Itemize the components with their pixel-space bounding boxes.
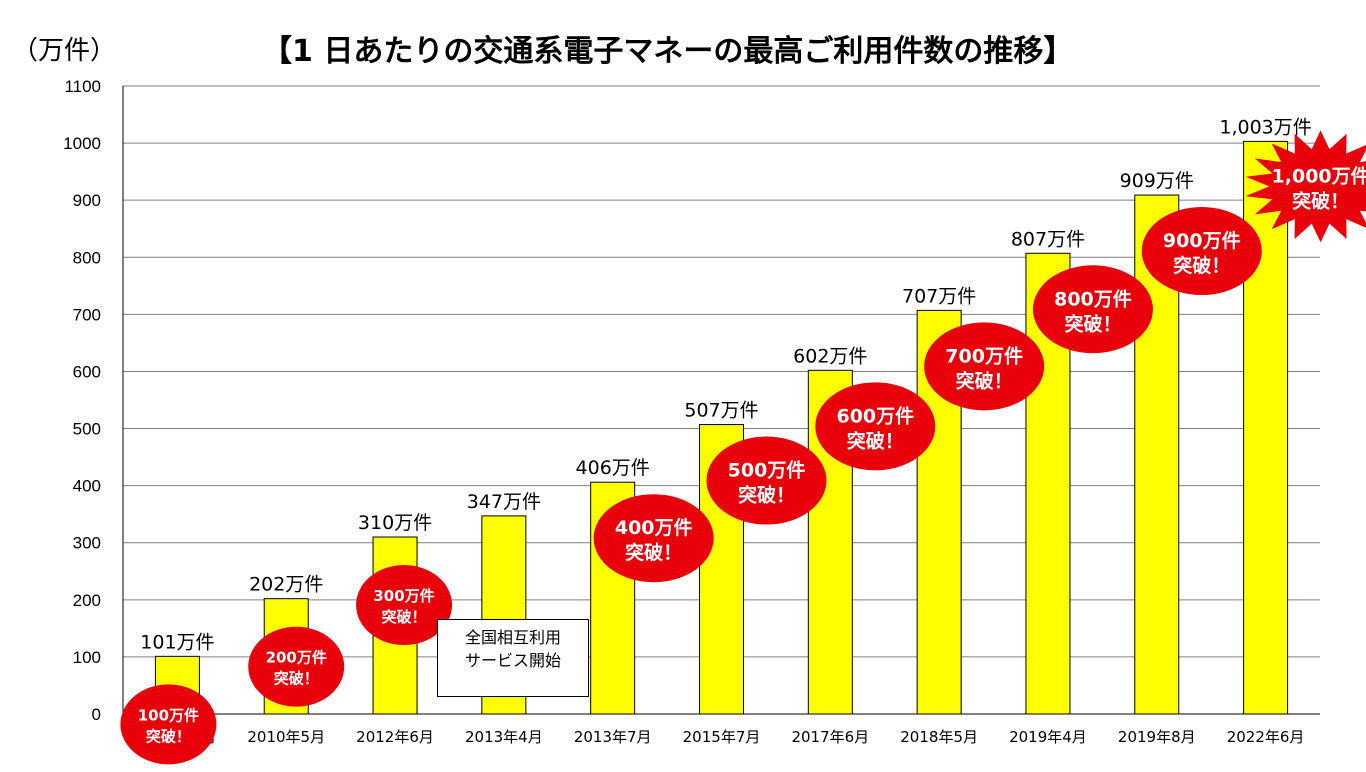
value-label: 909万件	[1120, 170, 1194, 192]
badge-line-1: 500万件	[728, 459, 806, 482]
badge-ellipse	[1141, 207, 1262, 296]
y-tick-label: 1000	[63, 134, 101, 153]
x-tick-label: 2019年8月	[1118, 728, 1196, 746]
badge-ellipse	[706, 436, 827, 525]
badge-ellipse	[815, 382, 936, 471]
badge-line-1: 1,000万件	[1272, 164, 1366, 187]
y-axis-unit-label: （万件）	[12, 36, 117, 66]
badge-line-1: 400万件	[615, 516, 693, 539]
x-tick-label: 2013年7月	[574, 728, 652, 746]
y-tick-label: 900	[73, 191, 101, 210]
x-tick-label: 2010年5月	[247, 728, 325, 746]
x-tick-label: 2015年7月	[683, 728, 761, 746]
badge-line-1: 600万件	[836, 404, 914, 427]
badge-line-1: 100万件	[138, 706, 199, 724]
badge-ellipse	[248, 626, 345, 707]
x-tick-label: 2013年4月	[465, 728, 543, 746]
milestone-badges: 100万件突破！200万件突破！300万件突破！400万件突破！500万件突破！…	[120, 130, 1366, 765]
badge-line-1: 700万件	[945, 344, 1023, 367]
y-tick-label: 300	[73, 534, 101, 553]
value-label: 101万件	[140, 631, 214, 653]
value-label: 202万件	[249, 574, 323, 596]
mutual-use-note: 全国相互利用 サービス開始	[437, 619, 589, 697]
badge-line-2: 突破！	[382, 608, 427, 626]
chart-title: 【1 日あたりの交通系電子マネーの最高ご利用件数の推移】	[262, 34, 1074, 69]
badge-line-1: 300万件	[373, 587, 434, 605]
value-label: 602万件	[793, 345, 867, 367]
y-tick-label: 800	[73, 248, 101, 267]
badge-line-2: 突破！	[1292, 189, 1349, 212]
badge-line-2: 突破！	[956, 369, 1013, 392]
y-tick-label: 200	[73, 591, 101, 610]
y-tick-label: 1100	[64, 77, 101, 96]
badge-line-1: 900万件	[1163, 229, 1241, 252]
y-tick-label: 0	[92, 705, 101, 724]
x-tick-label: 2019年4月	[1009, 728, 1087, 746]
badge-line-1: 200万件	[266, 649, 327, 667]
x-tick-label: 2018年5月	[900, 728, 978, 746]
value-label: 347万件	[467, 491, 541, 513]
badge-line-2: 突破！	[847, 429, 904, 452]
y-tick-label: 400	[73, 477, 101, 496]
y-tick-label: 100	[73, 648, 101, 667]
badge-line-2: 突破！	[738, 484, 795, 507]
value-label: 1,003万件	[1219, 116, 1311, 138]
x-tick-labels: 2008年4月2010年5月2012年6月2013年4月2013年7月2015年…	[139, 728, 1305, 746]
badge-line-2: 突破！	[146, 727, 191, 745]
badge-line-1: 800万件	[1054, 287, 1132, 310]
badge-ellipse	[356, 565, 453, 646]
note-line-2: サービス開始	[464, 651, 561, 670]
value-label: 807万件	[1011, 228, 1085, 250]
y-tick-label: 500	[73, 420, 101, 439]
badge-line-2: 突破！	[1064, 312, 1121, 335]
badge-starburst	[1245, 130, 1366, 243]
value-label: 310万件	[358, 512, 432, 534]
badge-line-2: 突破！	[1173, 254, 1230, 277]
note-line-1: 全国相互利用	[464, 628, 561, 647]
bars	[154, 140, 1289, 715]
badge-line-2: 突破！	[625, 541, 682, 564]
value-labels: 101万件 202万件 310万件 347万件 406万件 507万件 602万件 707万件…	[140, 116, 1312, 653]
value-label: 406万件	[576, 457, 650, 479]
y-tick-labels: 0 100 200 300 400 500 600 700 800 900 1000 1100	[63, 77, 101, 724]
badge-ellipse	[1032, 265, 1153, 354]
y-tick-label: 700	[73, 305, 101, 324]
badge-ellipse	[120, 684, 217, 765]
badge-ellipse	[593, 494, 714, 583]
badge-ellipse	[924, 322, 1045, 411]
y-tick-label: 600	[73, 362, 101, 381]
badge-line-2: 突破！	[274, 670, 319, 688]
x-tick-label: 2012年6月	[356, 728, 434, 746]
value-label: 707万件	[902, 285, 976, 307]
x-tick-label: 2022年6月	[1227, 728, 1305, 746]
value-label: 507万件	[684, 400, 758, 422]
x-tick-label: 2017年6月	[791, 728, 869, 746]
